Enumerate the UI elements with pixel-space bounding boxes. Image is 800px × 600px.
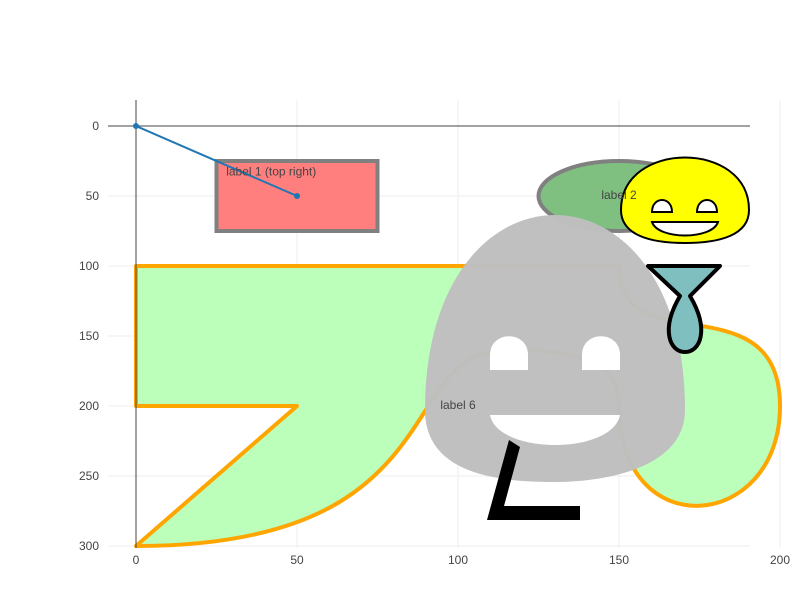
x-tick-label: 50 bbox=[290, 553, 304, 567]
x-tick-label: 100 bbox=[448, 553, 468, 567]
y-tick-label: 300 bbox=[79, 539, 99, 553]
y-tick-label: 50 bbox=[86, 189, 100, 203]
yellow-smiley-mouth bbox=[650, 221, 720, 237]
y-tick-label: 200 bbox=[79, 399, 99, 413]
y-tick-label: 250 bbox=[79, 469, 99, 483]
grey-face-right-eye bbox=[582, 336, 620, 370]
grey-face bbox=[425, 215, 685, 482]
x-tick-label: 200 bbox=[770, 553, 790, 567]
yellow-smiley-right-eye bbox=[695, 199, 719, 213]
axis-layer bbox=[108, 100, 750, 548]
yellow-smiley-left-eye bbox=[650, 199, 674, 213]
shapes-above-layer bbox=[425, 156, 751, 520]
teal-loop-shape bbox=[646, 264, 722, 354]
grey-face-head bbox=[425, 215, 685, 482]
shape-label: label 1 (top right) bbox=[226, 164, 316, 178]
y-tick-label: 0 bbox=[92, 119, 99, 133]
grey-face-left-eye bbox=[490, 336, 528, 370]
shape-label: label 2 bbox=[601, 188, 637, 202]
series-point[interactable] bbox=[294, 193, 300, 199]
y-tick-label: 100 bbox=[79, 259, 99, 273]
x-tick-label: 0 bbox=[133, 553, 140, 567]
yellow-smiley bbox=[619, 156, 751, 245]
series-point[interactable] bbox=[133, 123, 139, 129]
grey-face-mouth bbox=[490, 415, 620, 445]
x-tick-label: 150 bbox=[609, 553, 629, 567]
trace-layer bbox=[133, 123, 300, 199]
tick-labels-layer: 050100150200250300350050100150200250300 bbox=[79, 119, 790, 567]
y-tick-label: 150 bbox=[79, 329, 99, 343]
series-line bbox=[135, 125, 298, 197]
black-glyph bbox=[487, 440, 580, 520]
shape-label: label 6 bbox=[440, 398, 476, 412]
